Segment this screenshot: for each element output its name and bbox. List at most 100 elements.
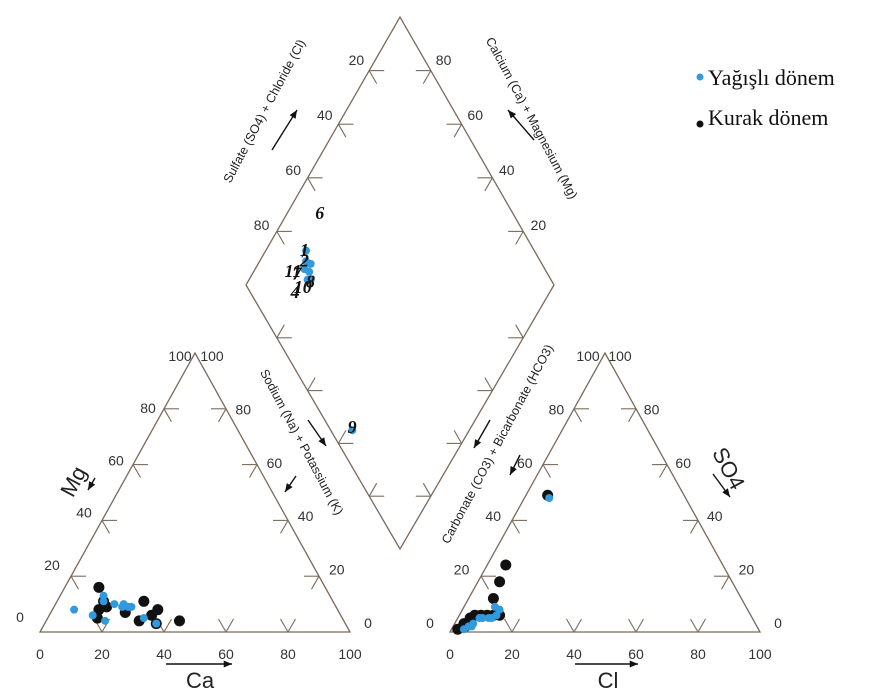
anion-right-tick	[628, 408, 637, 423]
cl-arrow-head	[629, 660, 638, 668]
anion-left-tick-label: 0	[426, 615, 434, 631]
diamond-point-wet	[302, 257, 311, 266]
diamond-ul-arrow-head	[289, 110, 297, 119]
diamond-point-wet	[303, 275, 312, 284]
sample-label: 8	[306, 272, 315, 292]
cation-left-tick-label: 80	[140, 400, 156, 416]
cation-point-dry	[93, 581, 105, 593]
sample-label: 7	[292, 264, 302, 284]
diamond-point-wet	[300, 265, 309, 274]
cation-left-tick	[132, 464, 141, 478]
anion-point-dry	[500, 559, 512, 571]
anion-point-wet	[467, 622, 476, 631]
anion-left-tick	[480, 575, 489, 590]
diamond-ur-tick	[515, 231, 524, 245]
anion-bottom-tick-label: 80	[690, 646, 706, 662]
anion-bottom-tick	[697, 618, 706, 633]
diagram-frame	[38, 15, 762, 633]
cation-bottom-tick-label: 0	[36, 646, 44, 662]
cation-right-tick-label: 100	[200, 348, 224, 364]
anion-left-tick-label: 100	[576, 348, 600, 364]
anion-left-tick-label: 60	[517, 455, 533, 471]
cation-left-tick	[163, 408, 172, 423]
diamond-upper-left-tick-label: 60	[285, 162, 301, 178]
cation-point-wet	[110, 600, 119, 609]
cation-right-tick-label: 60	[267, 455, 283, 471]
ca-arrow-head	[223, 660, 232, 668]
axis-arrows	[87, 109, 731, 668]
diamond-ul-tick	[337, 123, 347, 138]
anion-left-tick	[573, 408, 582, 423]
anion-right-tick	[690, 520, 699, 534]
diamond-ll-tick	[307, 377, 316, 391]
cation-left-tick	[101, 520, 110, 534]
anion-bottom-tick	[511, 618, 520, 633]
diamond-ur-arrow-head	[508, 110, 517, 119]
diamond-ll-tick	[337, 430, 347, 444]
sample-label: 4	[290, 282, 300, 302]
diamond-lr-arrow-head	[474, 439, 482, 448]
anion-right-tick	[721, 575, 730, 590]
sample-label: 2	[299, 251, 309, 271]
diamond-lr-tick	[484, 377, 493, 391]
cation-left-tick-label: 60	[108, 452, 124, 468]
cation-right-tick	[249, 464, 258, 478]
cation-left-tick-label: 20	[44, 557, 60, 573]
anion-right-tick	[659, 464, 668, 478]
anion-right-tick-label: 0	[774, 615, 782, 631]
cation-left-tick-label: 40	[76, 505, 92, 521]
axis-title-anion-bottom: Cl	[598, 668, 619, 691]
diamond-upper-right-tick-label: 60	[467, 107, 483, 123]
axis-title-diamond-lower-left: Sodium (Na) + Potassium (K)	[257, 367, 346, 517]
sample-label: 6	[315, 203, 324, 223]
anion-right-tick-label: 20	[739, 562, 755, 578]
anion-right-tick-label: 60	[675, 455, 691, 471]
cation-point-dry	[174, 615, 185, 627]
diamond-ll-arrow-head	[318, 437, 326, 446]
anion-point-dry	[487, 593, 499, 605]
anion-bottom-tick	[573, 618, 582, 633]
cation-left-tick-label: 100	[168, 348, 192, 364]
cation-bottom-tick	[218, 618, 227, 633]
anion-bottom-tick-label: 20	[504, 646, 520, 662]
anion-bottom-tick-label: 100	[748, 646, 772, 662]
so4-arrow-head	[722, 488, 730, 497]
cation-bottom-tick-label: 60	[218, 646, 234, 662]
anion-left-arrow-head	[510, 466, 517, 475]
anion-bottom-tick	[504, 618, 513, 633]
diamond-ur-tick	[422, 70, 432, 84]
cation-point-dry	[138, 595, 150, 607]
cation-bottom-tick-label: 20	[94, 646, 110, 662]
cation-point-wet	[88, 611, 97, 620]
cation-point-wet	[139, 614, 148, 623]
diamond-lr-tick	[453, 430, 463, 444]
tick-marks	[70, 70, 730, 633]
anion-triangle	[448, 351, 762, 633]
diamond-upper-right-tick-label: 20	[531, 217, 547, 233]
sample-label: 11	[285, 261, 302, 281]
anion-left-tick	[542, 464, 551, 478]
cation-right-tick-label: 40	[298, 508, 314, 524]
axis-titles: Sulfate (SO4) + Chloride (Cl) Calcium (C…	[55, 35, 750, 693]
anion-bottom-tick-label: 0	[446, 646, 454, 662]
anion-point-dry	[494, 576, 506, 588]
cation-bottom-tick-label: 100	[338, 646, 362, 662]
diamond-upper-left-tick-label: 80	[254, 217, 270, 233]
diamond-ul-tick	[276, 231, 285, 245]
cation-bottom-tick	[280, 618, 289, 633]
legend-label-dry: Kurak dönem	[708, 105, 828, 130]
diamond-point-wet	[302, 246, 311, 255]
legend: Yağışlı dönem Kurak dönem	[696, 65, 835, 130]
cation-point-wet	[99, 591, 108, 600]
cation-bottom-tick	[287, 618, 296, 633]
diamond-frame	[245, 15, 555, 551]
diamond-ll-tick	[368, 482, 378, 497]
anion-bottom-tick	[635, 618, 644, 633]
sample-label: 10	[294, 277, 312, 297]
cation-right-arrow-head	[285, 483, 293, 492]
cation-right-tick	[218, 408, 227, 423]
axis-title-cation-left: Mg	[55, 462, 91, 501]
cation-triangle	[38, 351, 352, 633]
